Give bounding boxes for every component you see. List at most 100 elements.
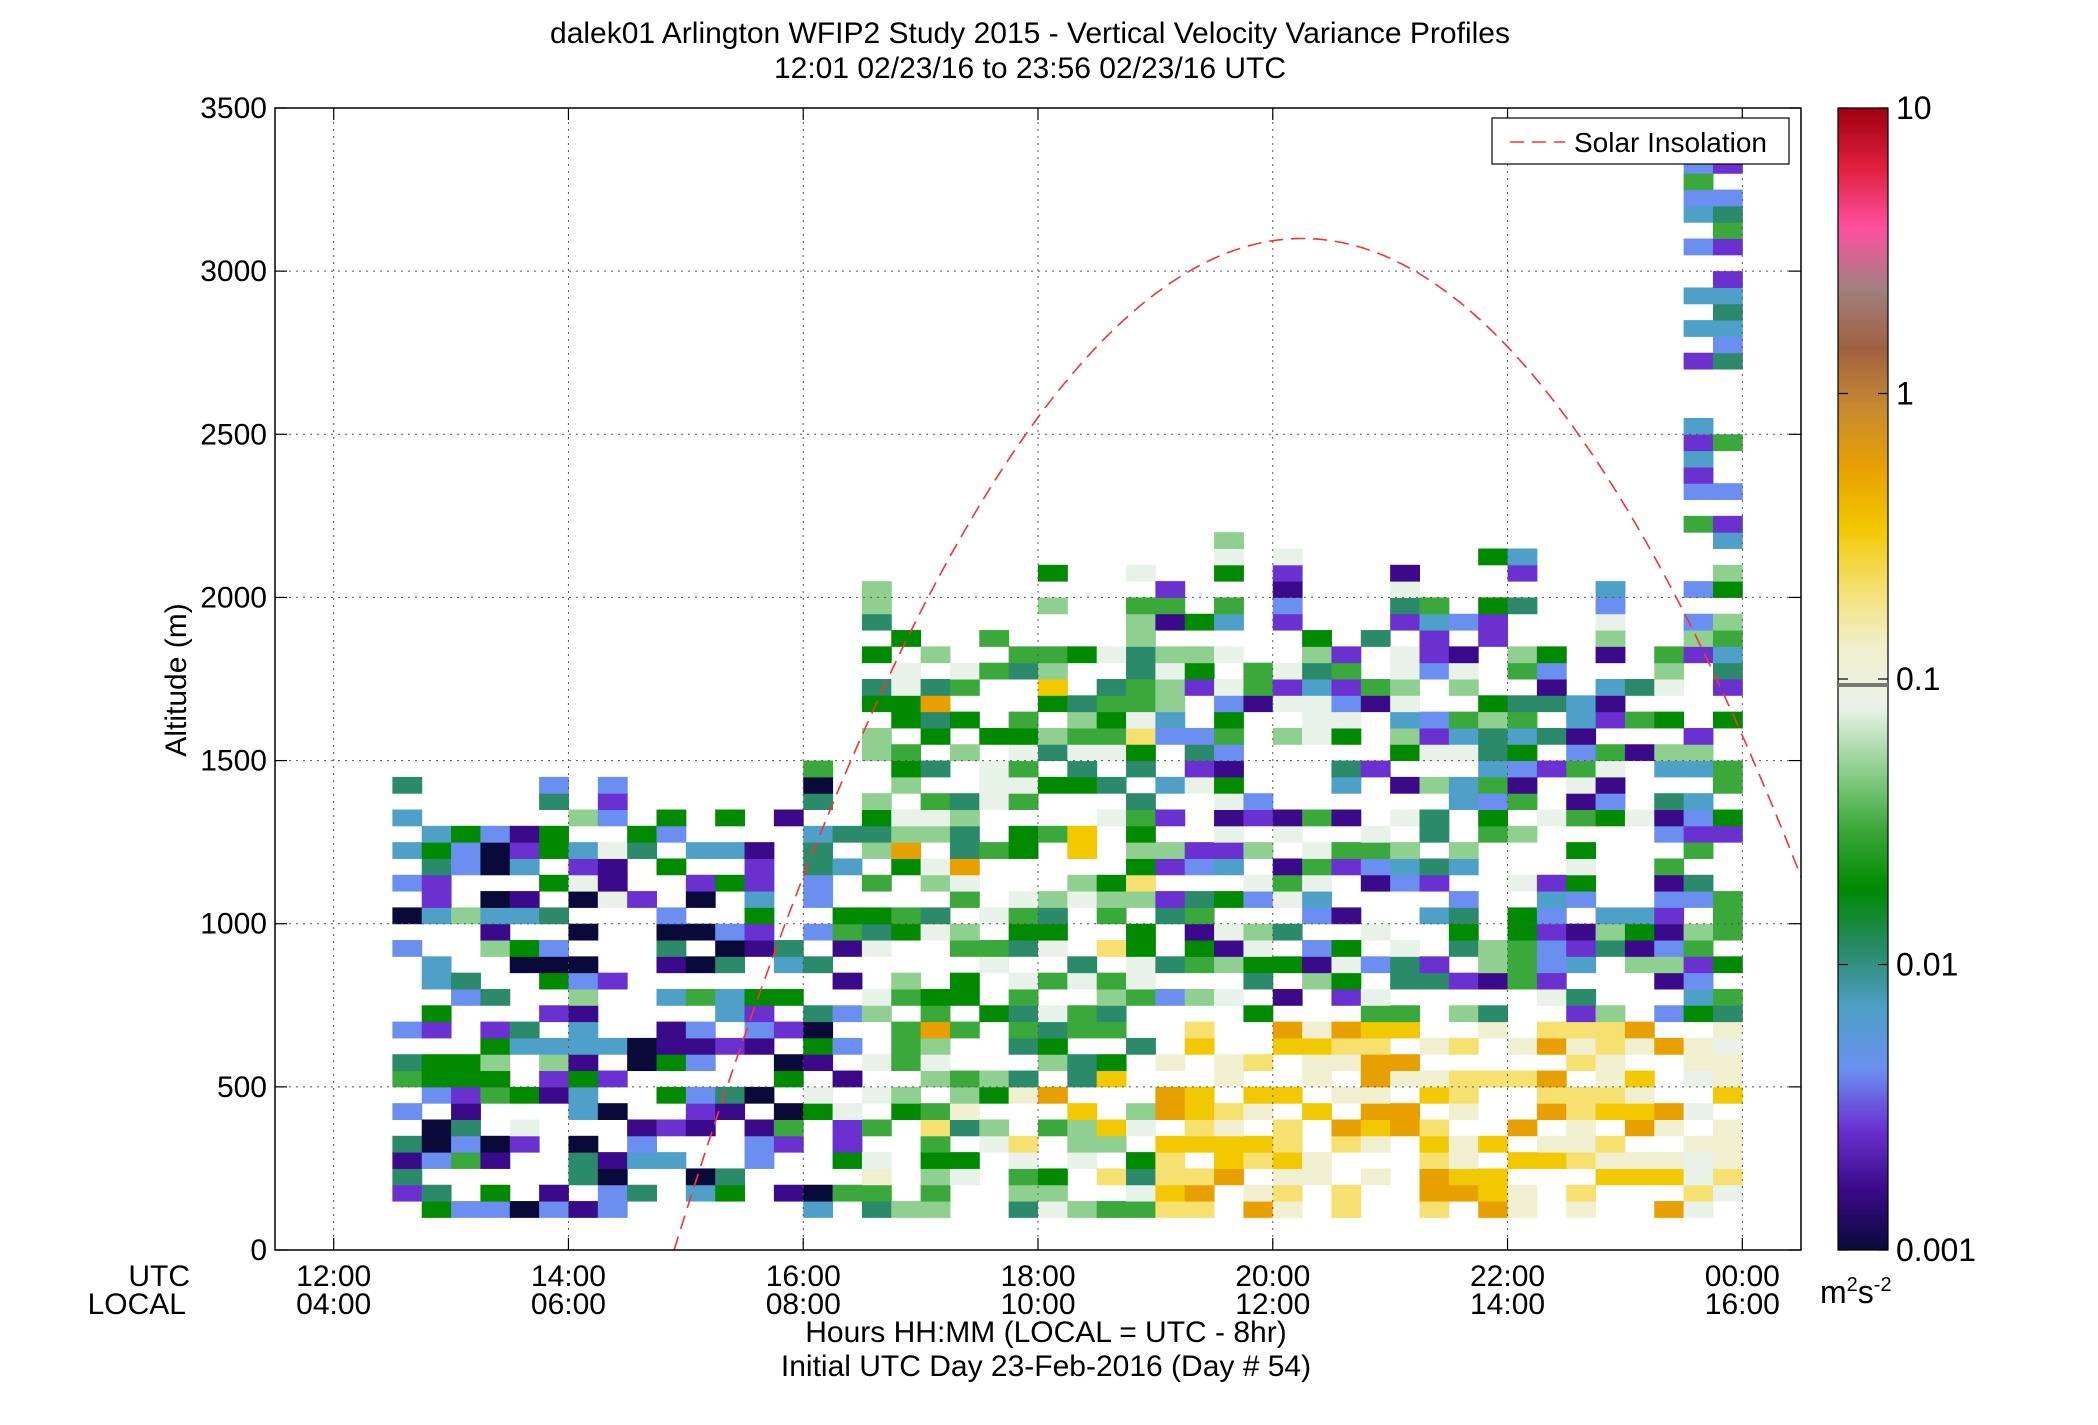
variance-cell-2100-500 [1390, 1070, 1420, 1088]
variance-cell-1375-800 [539, 972, 569, 990]
variance-cell-2250-1550 [1566, 727, 1597, 745]
variance-cell-1425-150 [597, 1184, 628, 1202]
variance-cell-1325-900 [480, 940, 511, 957]
variance-cell-1675-650 [891, 1021, 922, 1039]
variance-cell-1650-350 [861, 1119, 892, 1137]
variance-cell-1900-250 [1155, 1152, 1186, 1169]
variance-cell-2350-1050 [1683, 891, 1714, 908]
variance-cell-1975-1200 [1243, 842, 1274, 859]
y-tick-label: 1000 [200, 908, 267, 941]
variance-cell-2275-200 [1595, 1168, 1626, 1186]
variance-cell-2125-300 [1419, 1135, 1450, 1153]
variance-cell-1825-1500 [1067, 744, 1098, 762]
legend-box [1491, 117, 1790, 165]
variance-cell-1875-1950 [1126, 597, 1156, 615]
variance-cell-2150-400 [1448, 1103, 1479, 1120]
variance-cell-2175-150 [1478, 1184, 1509, 1202]
variance-cell-1850-1100 [1096, 874, 1127, 892]
colorbar: 10 1 0.1 0.01 0.001 m2s-2 [1820, 90, 1976, 1310]
variance-cell-1600-1250 [803, 825, 834, 843]
variance-cell-2200-1550 [1507, 727, 1538, 745]
variance-cell-1550-250 [744, 1152, 775, 1169]
variance-cell-2325-1450 [1654, 760, 1685, 778]
variance-cell-1900-750 [1155, 988, 1186, 1006]
variance-cell-2350-1450 [1683, 760, 1714, 778]
variance-cell-1350-1200 [509, 842, 540, 859]
variance-cell-1250-200 [392, 1168, 423, 1186]
variance-cell-2325-1800 [1654, 646, 1685, 664]
variance-cell-2025-600 [1302, 1037, 1332, 1055]
solar-insolation-curve [673, 237, 1802, 1251]
variance-cell-1400-250 [568, 1152, 599, 1169]
variance-cell-1725-1350 [949, 793, 980, 811]
variance-cell-1700-1650 [920, 695, 951, 713]
variance-cell-1650-150 [861, 1184, 892, 1202]
variance-cell-1425-1350 [597, 793, 628, 811]
x-tick-label-local: 10:00 [1000, 1288, 1075, 1321]
variance-cell-1275-300 [421, 1135, 452, 1153]
variance-cell-1450-300 [627, 1135, 657, 1153]
variance-cell-1525-700 [715, 1005, 746, 1023]
variance-cell-2025-1700 [1302, 679, 1332, 696]
variance-cell-1500-1050 [685, 891, 716, 908]
x-tick-label-utc: 18:00 [1000, 1260, 1075, 1293]
variance-cell-2275-2000 [1595, 581, 1626, 598]
variance-cell-2150-500 [1448, 1070, 1479, 1088]
variance-cell-1600-400 [803, 1103, 834, 1120]
variance-cell-2000-650 [1272, 1021, 1303, 1039]
variance-cell-1400-400 [568, 1103, 599, 1120]
variance-cell-2000-1750 [1272, 662, 1303, 680]
variance-cell-1600-1050 [803, 891, 834, 908]
variance-cell-2250-150 [1566, 1184, 1597, 1202]
variance-cell-2075-1150 [1360, 858, 1391, 876]
variance-cell-1750-1400 [979, 776, 1010, 794]
variance-cell-2000-1650 [1272, 695, 1303, 713]
variance-cell-1700-300 [920, 1135, 951, 1153]
variance-cell-2375-3100 [1712, 222, 1743, 240]
variance-cell-2000-300 [1272, 1135, 1303, 1153]
variance-cell-1850-1300 [1096, 809, 1127, 827]
x-tick-label-local: 06:00 [531, 1288, 606, 1321]
variance-cell-1400-1200 [568, 842, 599, 859]
variance-cell-1675-1700 [891, 679, 922, 696]
variance-cell-1525-450 [715, 1086, 746, 1104]
variance-cell-2275-650 [1595, 1021, 1626, 1039]
variance-cell-2125-1100 [1419, 874, 1450, 892]
variance-cell-1875-850 [1126, 956, 1156, 974]
variance-cell-1950-400 [1214, 1103, 1244, 1120]
variance-cell-1775-1350 [1008, 793, 1039, 811]
variance-cell-2175-1350 [1478, 793, 1509, 811]
variance-cell-2125-1150 [1419, 858, 1450, 876]
variance-cell-1800-1000 [1038, 907, 1068, 925]
variance-cell-1950-2150 [1214, 532, 1244, 549]
variance-cell-2175-1600 [1478, 711, 1509, 729]
variance-cell-1725-1150 [949, 858, 980, 876]
variance-cell-2000-1900 [1272, 613, 1303, 631]
variance-cell-1625-800 [832, 972, 863, 990]
variance-cell-2250-1650 [1566, 695, 1597, 713]
variance-cell-2350-600 [1683, 1037, 1714, 1055]
variance-cell-1450-1200 [627, 842, 657, 859]
variance-cell-2150-1050 [1448, 891, 1479, 908]
variance-cell-1375-1000 [539, 907, 569, 925]
variance-cell-1400-500 [568, 1070, 599, 1088]
variance-cell-1775-1250 [1008, 825, 1039, 843]
variance-cell-1725-200 [949, 1168, 980, 1186]
variance-cell-2150-1400 [1448, 776, 1479, 794]
variance-cell-1600-150 [803, 1184, 834, 1202]
variance-cell-2225-1050 [1536, 891, 1567, 908]
variance-cell-2225-300 [1536, 1135, 1567, 1153]
variance-cell-1675-1750 [891, 662, 922, 680]
variance-cell-2075-1850 [1360, 630, 1391, 647]
variance-cell-1625-700 [832, 1005, 863, 1023]
variance-cell-1700-1300 [920, 809, 951, 827]
variance-cell-1975-950 [1243, 923, 1274, 941]
variance-cell-2050-600 [1331, 1037, 1362, 1055]
variance-cell-2275-1700 [1595, 679, 1626, 696]
variance-cell-2250-650 [1566, 1021, 1597, 1039]
variance-cell-1675-800 [891, 972, 922, 990]
variance-cell-1725-750 [949, 988, 980, 1006]
variance-cell-1700-1800 [920, 646, 951, 664]
variance-cell-2025-650 [1302, 1021, 1332, 1039]
variance-cell-1875-1550 [1126, 727, 1156, 745]
